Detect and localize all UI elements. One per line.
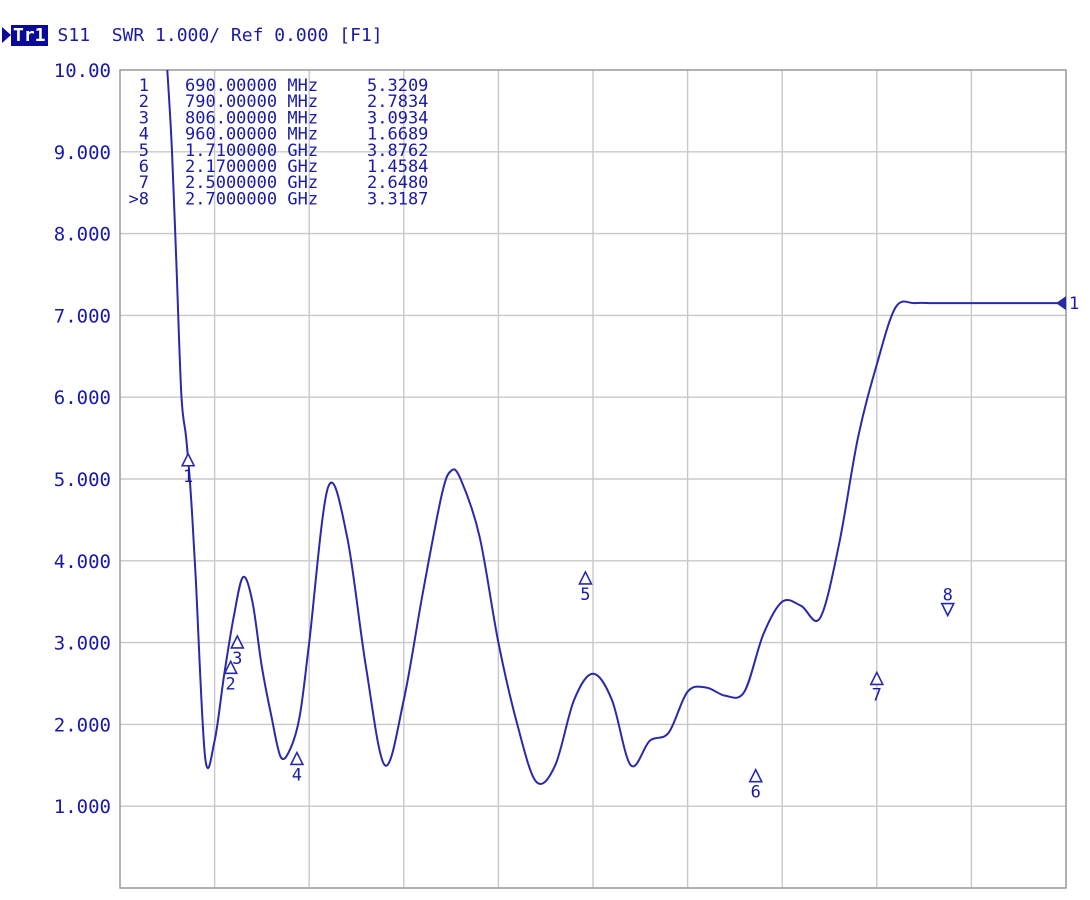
marker-triangle-up — [223, 659, 238, 675]
y-axis-labels: 10.00 9.000 8.000 7.000 6.000 5.000 4.000 3.000… — [54, 60, 111, 818]
series-line — [166, 69, 1066, 785]
reference-label: 1 — [1069, 294, 1079, 314]
marker-table-num: 5 — [139, 141, 149, 161]
marker-table-value: 3.8762 — [367, 141, 428, 161]
marker-8[interactable]: 8 — [940, 586, 956, 618]
marker-table-value: 2.7834 — [367, 92, 428, 112]
y-tick-label: 1.000 — [54, 796, 111, 818]
marker-table-num: 7 — [139, 173, 149, 193]
marker-triangle-up — [289, 750, 305, 766]
trace-line — [166, 69, 1066, 785]
y-tick-label: 6.000 — [54, 387, 111, 409]
marker-table-num: 1 — [139, 76, 149, 96]
marker-table-freq: 2.5000000 GHz — [185, 173, 318, 193]
marker-5[interactable]: 5 — [578, 570, 593, 605]
marker-triangle-up — [869, 670, 885, 686]
y-tick-label: 9.000 — [54, 142, 111, 164]
plot-frame — [119, 69, 1067, 889]
reference-arrow-icon — [1056, 296, 1066, 311]
marker-table-freq: 806.00000 MHz — [185, 108, 318, 128]
marker-table-value: 1.4584 — [367, 157, 428, 177]
y-tick-label: 10.00 — [54, 60, 111, 82]
marker-table-value: 3.0934 — [367, 108, 428, 128]
marker-label: 5 — [580, 585, 590, 605]
marker-triangle-up — [180, 451, 196, 467]
marker-triangle-up — [578, 570, 593, 585]
marker-triangle-up — [748, 767, 764, 783]
trace-badge[interactable]: Tr1 — [11, 24, 48, 46]
marker-triangle-down — [940, 602, 956, 618]
marker-3[interactable]: 3 — [230, 634, 245, 669]
marker-table: 1 690.00000 MHz 5.3209 2 790.00000 MHz 2.7834… — [129, 76, 429, 209]
trace-info: S11 SWR 1.000/ Ref 0.000 [F1] — [57, 24, 383, 46]
y-tick-label: 3.000 — [54, 633, 111, 655]
marker-table-num: 6 — [139, 157, 149, 177]
marker-table-value: 5.3209 — [367, 76, 428, 96]
marker-2[interactable]: 2 — [223, 659, 238, 694]
grid — [119, 69, 1067, 889]
marker-7[interactable]: 7 — [869, 670, 885, 705]
marker-table-num: 4 — [139, 125, 149, 145]
marker-table-num: 2 — [139, 92, 149, 112]
marker-label: 1 — [183, 467, 193, 487]
marker-table-value: 2.6480 — [367, 173, 428, 193]
marker-label: 6 — [751, 783, 761, 803]
active-trace-arrow-icon — [2, 27, 11, 43]
marker-table-freq: 690.00000 MHz — [185, 76, 318, 96]
marker-table-freq: 960.00000 MHz — [185, 125, 318, 145]
marker-table-freq: 2.7000000 GHz — [185, 189, 318, 209]
marker-table-num: 3 — [139, 108, 149, 128]
marker-table-freq: 2.1700000 GHz — [185, 157, 318, 177]
y-tick-label: 5.000 — [54, 469, 111, 491]
marker-label: 8 — [943, 586, 953, 606]
marker-table-value: 3.3187 — [367, 189, 428, 209]
marker-table-freq: 790.00000 MHz — [185, 92, 318, 112]
y-tick-label: 2.000 — [54, 714, 111, 736]
marker-6[interactable]: 6 — [748, 767, 764, 803]
trace-header: Tr1 S11 SWR 1.000/ Ref 0.000 [F1] — [0, 22, 383, 48]
marker-label: 2 — [226, 674, 236, 694]
marker-label: 4 — [292, 765, 302, 785]
marker-4[interactable]: 4 — [289, 750, 305, 785]
marker-table-value: 1.6689 — [367, 125, 428, 145]
y-tick-label: 8.000 — [54, 224, 111, 246]
marker-1[interactable]: 1 — [180, 451, 196, 487]
marker-label: 7 — [872, 685, 882, 705]
marker-table-freq: 1.7100000 GHz — [185, 141, 318, 161]
marker-label: 3 — [232, 649, 242, 669]
markers: 1 2 3 4 5 6 7 8 1 — [180, 294, 1079, 803]
y-tick-label: 7.000 — [54, 305, 111, 327]
marker-triangle-up — [230, 634, 245, 649]
y-tick-label: 4.000 — [54, 551, 111, 573]
marker-table-num: >8 — [129, 189, 149, 209]
